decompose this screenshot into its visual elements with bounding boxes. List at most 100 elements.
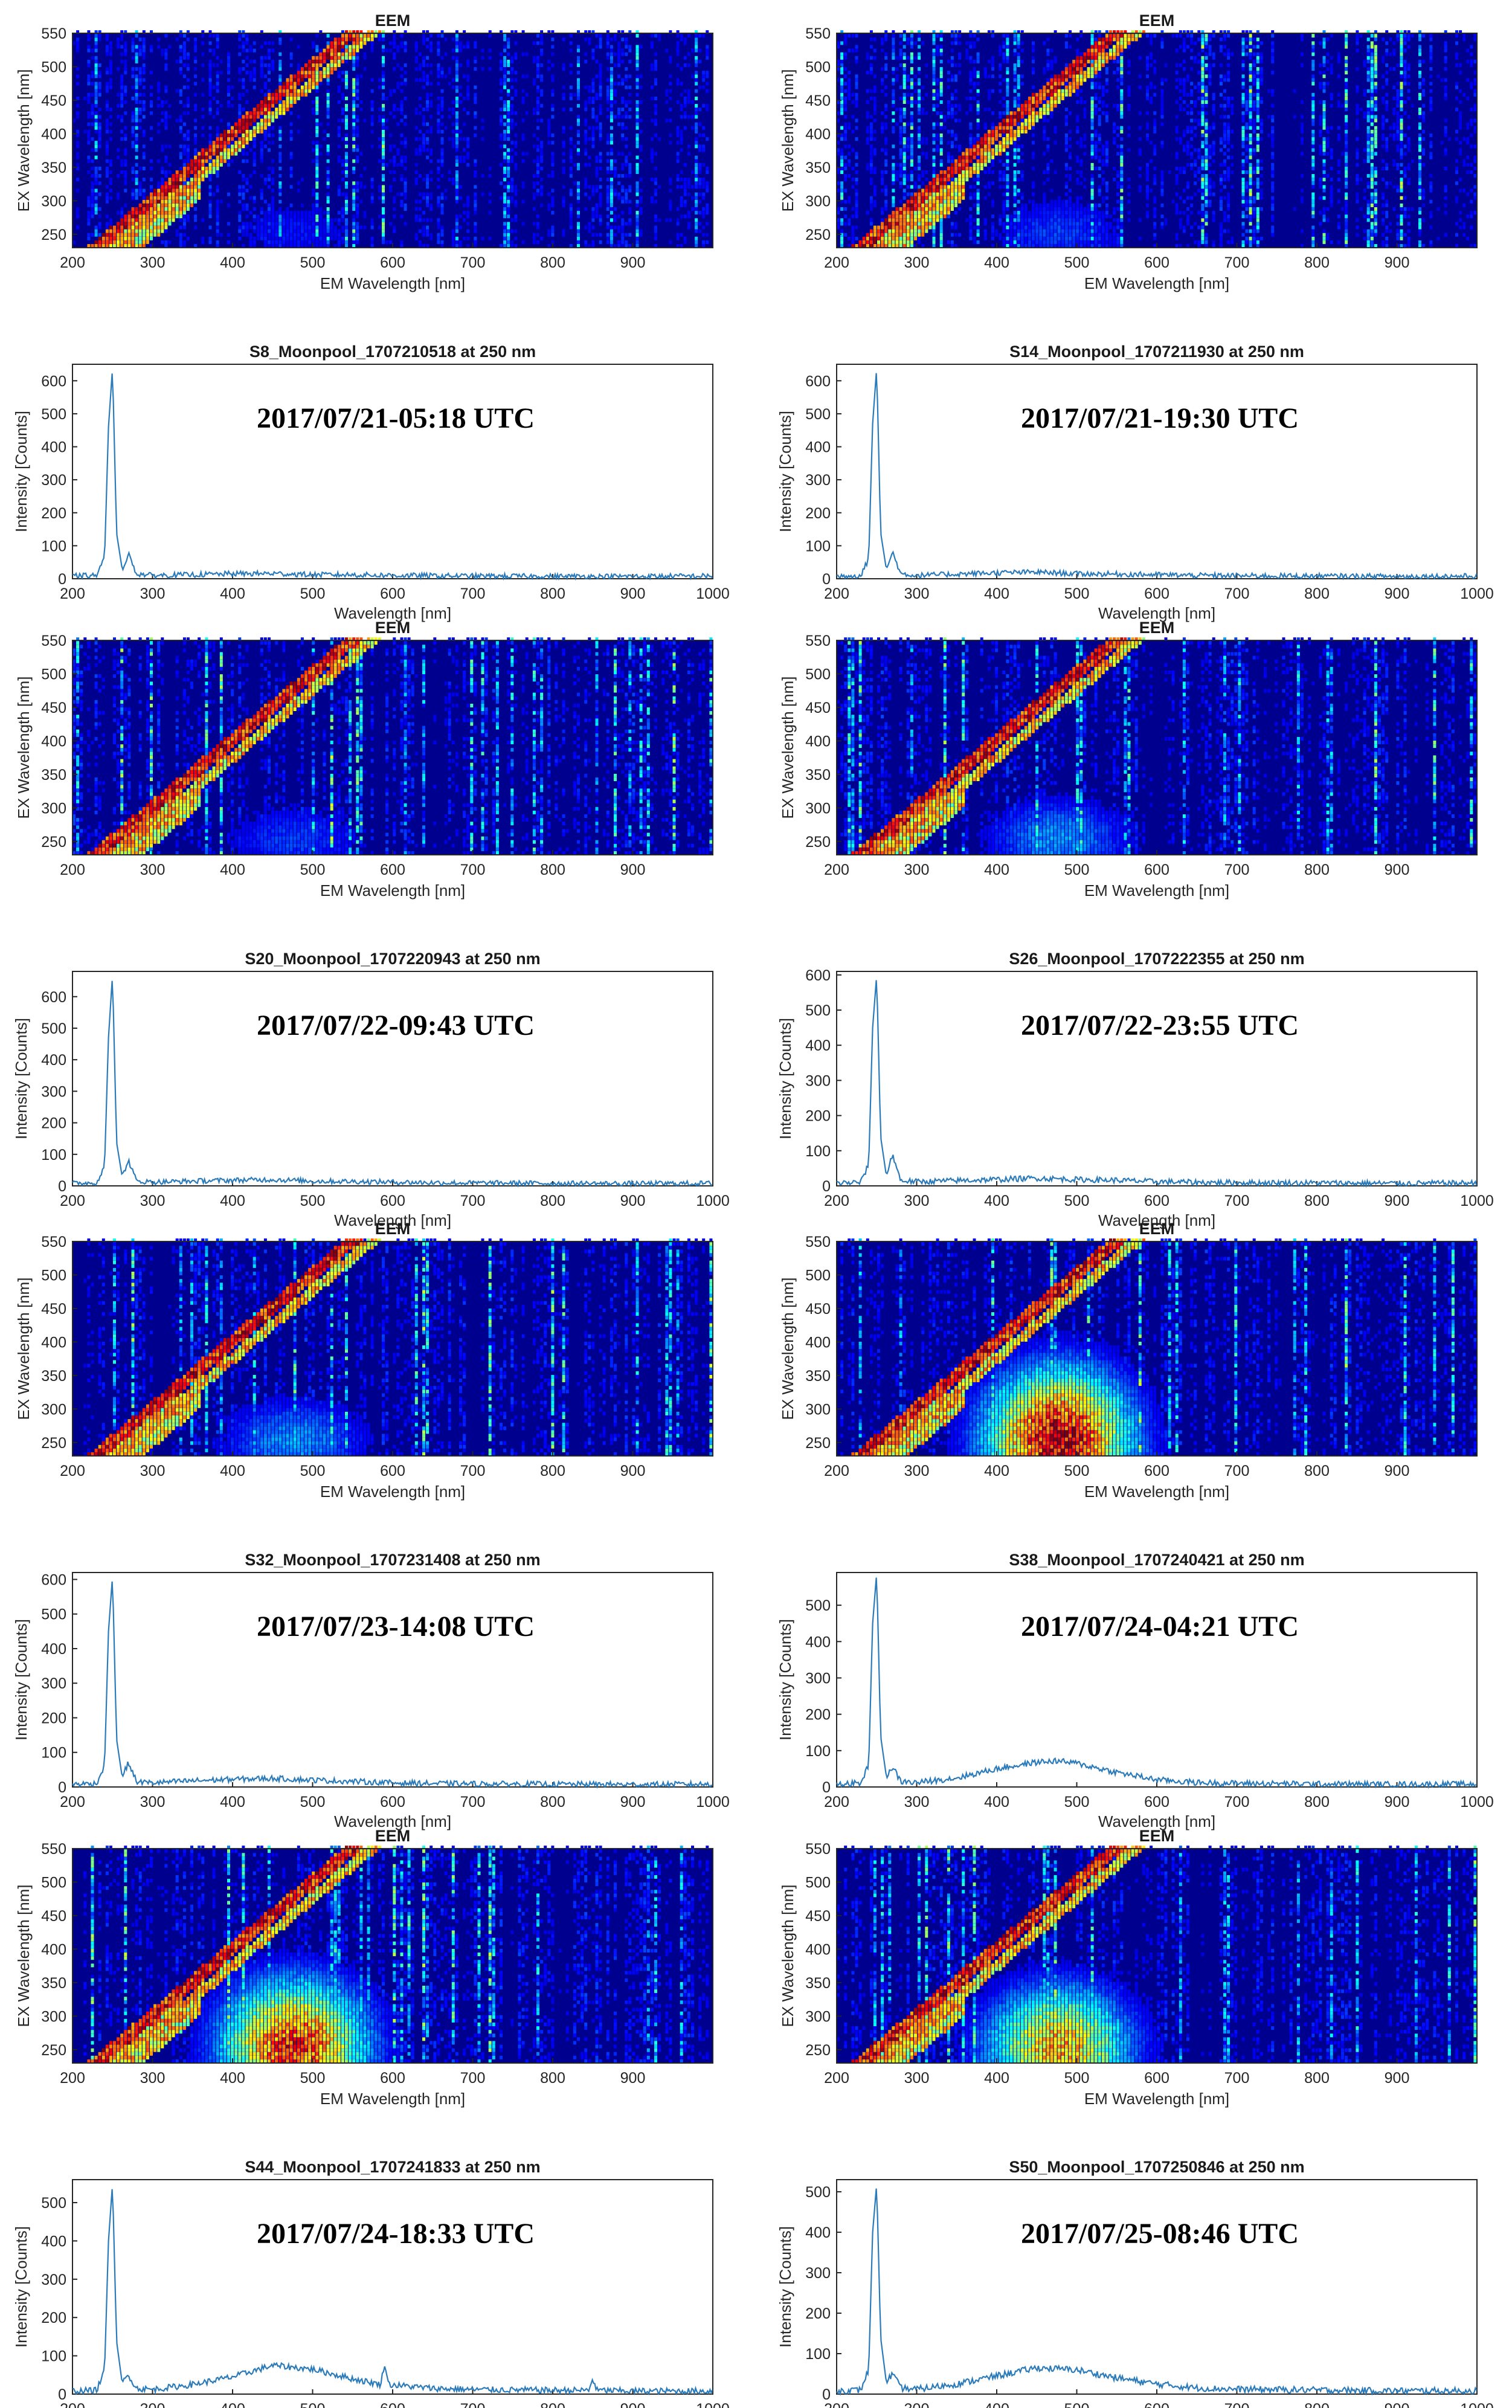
y-tick-label: 200 bbox=[41, 505, 66, 522]
y-tick-label: 300 bbox=[805, 1072, 831, 1089]
x-tick-label: 300 bbox=[140, 585, 166, 602]
x-tick-label: 300 bbox=[904, 1794, 930, 1811]
y-tick-label: 200 bbox=[41, 2310, 66, 2326]
x-tick-label: 200 bbox=[824, 861, 849, 878]
spectrum-ylabel: Intensity [Counts] bbox=[12, 1018, 30, 1139]
y-tick-label: 250 bbox=[41, 227, 66, 243]
x-tick-label: 900 bbox=[1385, 2070, 1410, 2087]
y-tick-label: 500 bbox=[41, 406, 66, 423]
spectrum-chart-10: 200 300 400 500 600 700 800 900 1000010020030040… bbox=[12, 1551, 730, 1830]
heatmap-ylabel: EX Wavelength [nm] bbox=[14, 1277, 33, 1420]
x-tick-label: 900 bbox=[1385, 585, 1410, 602]
timestamp-annotation: 2017/07/23-14:08 UTC bbox=[257, 1611, 535, 1643]
y-tick-label: 250 bbox=[805, 834, 831, 851]
y-tick-label: 350 bbox=[41, 767, 66, 784]
x-tick-label: 1000 bbox=[1460, 585, 1494, 602]
x-tick-label: 900 bbox=[620, 2070, 646, 2087]
y-tick-label: 400 bbox=[805, 2224, 831, 2241]
eem-heatmap-5: 200 300 400 500 600 700 800 9002503003504004505… bbox=[779, 619, 1477, 900]
x-tick-label: 500 bbox=[1064, 861, 1090, 878]
y-tick-label: 400 bbox=[41, 126, 66, 143]
x-tick-label: 500 bbox=[1064, 2401, 1090, 2408]
y-tick-label: 450 bbox=[41, 1301, 66, 1318]
y-tick-label: 200 bbox=[41, 1710, 66, 1727]
spectrum-chart-7: 200 300 400 500 600 700 800 900 1000010020030040… bbox=[776, 950, 1494, 1229]
y-tick-label: 300 bbox=[805, 800, 831, 817]
y-tick-label: 400 bbox=[805, 1334, 831, 1351]
x-tick-label: 500 bbox=[1064, 254, 1090, 271]
x-tick-label: 700 bbox=[1224, 254, 1250, 271]
x-tick-label: 600 bbox=[380, 254, 405, 271]
heatmap-xlabel: EM Wavelength [nm] bbox=[1084, 2090, 1229, 2108]
y-tick-label: 550 bbox=[805, 633, 831, 649]
x-tick-label: 200 bbox=[824, 254, 849, 271]
x-tick-label: 800 bbox=[1304, 2401, 1330, 2408]
y-tick-label: 300 bbox=[41, 2271, 66, 2288]
x-tick-label: 700 bbox=[460, 861, 486, 878]
y-tick-label: 350 bbox=[805, 1975, 831, 1992]
y-tick-label: 500 bbox=[805, 2184, 831, 2201]
heatmap-ylabel: EX Wavelength [nm] bbox=[779, 69, 797, 211]
x-tick-label: 500 bbox=[1064, 585, 1090, 602]
y-tick-label: 100 bbox=[41, 1745, 66, 1762]
x-tick-label: 600 bbox=[380, 1463, 405, 1479]
y-tick-label: 200 bbox=[805, 1108, 831, 1125]
y-tick-label: 250 bbox=[41, 1435, 66, 1452]
spectrum-frame bbox=[837, 971, 1477, 1186]
y-tick-label: 450 bbox=[41, 1908, 66, 1925]
x-tick-label: 300 bbox=[904, 1463, 930, 1479]
x-tick-label: 800 bbox=[1304, 1193, 1330, 1209]
y-tick-label: 100 bbox=[41, 2348, 66, 2365]
x-tick-label: 800 bbox=[1304, 1463, 1330, 1479]
heatmap-ylabel: EX Wavelength [nm] bbox=[14, 676, 33, 819]
x-tick-label: 1000 bbox=[696, 1794, 730, 1811]
y-tick-label: 500 bbox=[41, 2195, 66, 2212]
x-tick-label: 600 bbox=[1144, 585, 1169, 602]
timestamp-annotation: 2017/07/22-09:43 UTC bbox=[257, 1009, 535, 1041]
x-tick-label: 800 bbox=[540, 1193, 565, 1209]
y-tick-label: 300 bbox=[41, 1675, 66, 1692]
y-tick-label: 500 bbox=[805, 1597, 831, 1614]
y-tick-label: 300 bbox=[805, 2265, 831, 2282]
heatmap-title: EEM bbox=[1139, 1220, 1175, 1238]
heatmap-ylabel: EX Wavelength [nm] bbox=[779, 1277, 797, 1420]
y-tick-label: 300 bbox=[41, 800, 66, 817]
spectrum-frame bbox=[72, 971, 713, 1186]
x-tick-label: 800 bbox=[1304, 861, 1330, 878]
x-tick-label: 500 bbox=[1064, 2070, 1090, 2087]
x-tick-label: 400 bbox=[984, 1193, 1009, 1209]
x-tick-label: 400 bbox=[984, 1794, 1009, 1811]
heatmap-ylabel: EX Wavelength [nm] bbox=[779, 676, 797, 819]
y-tick-label: 400 bbox=[41, 439, 66, 456]
y-tick-label: 500 bbox=[41, 1606, 66, 1623]
x-tick-label: 400 bbox=[984, 585, 1009, 602]
heatmap-title: EEM bbox=[1139, 619, 1175, 637]
y-tick-label: 100 bbox=[805, 1143, 831, 1160]
x-tick-label: 300 bbox=[140, 861, 166, 878]
x-tick-label: 500 bbox=[1064, 1794, 1090, 1811]
x-tick-label: 300 bbox=[904, 2401, 930, 2408]
x-tick-label: 400 bbox=[984, 254, 1009, 271]
y-tick-label: 500 bbox=[805, 1874, 831, 1891]
y-tick-label: 100 bbox=[805, 538, 831, 555]
spectrum-ylabel: Intensity [Counts] bbox=[12, 2226, 30, 2348]
y-tick-label: 300 bbox=[41, 472, 66, 489]
y-tick-label: 200 bbox=[805, 1707, 831, 1724]
y-tick-label: 300 bbox=[805, 2008, 831, 2025]
y-tick-label: 300 bbox=[805, 1670, 831, 1687]
x-tick-label: 900 bbox=[620, 254, 646, 271]
spectrum-chart-3: 200 300 400 500 600 700 800 900 1000010020030040… bbox=[776, 343, 1494, 622]
x-tick-label: 1000 bbox=[696, 585, 730, 602]
spectrum-title: S44_Moonpool_1707241833 at 250 nm bbox=[245, 2158, 540, 2176]
heatmap-xlabel: EM Wavelength [nm] bbox=[320, 2090, 465, 2108]
x-tick-label: 500 bbox=[300, 1193, 326, 1209]
x-tick-label: 800 bbox=[1304, 585, 1330, 602]
x-tick-label: 200 bbox=[60, 1463, 85, 1479]
y-tick-label: 300 bbox=[805, 472, 831, 489]
spectrum-frame bbox=[72, 364, 713, 579]
y-tick-label: 500 bbox=[41, 1020, 66, 1037]
x-tick-label: 300 bbox=[140, 2401, 166, 2408]
heatmap-title: EEM bbox=[1139, 1827, 1175, 1845]
x-tick-label: 1000 bbox=[696, 2401, 730, 2408]
